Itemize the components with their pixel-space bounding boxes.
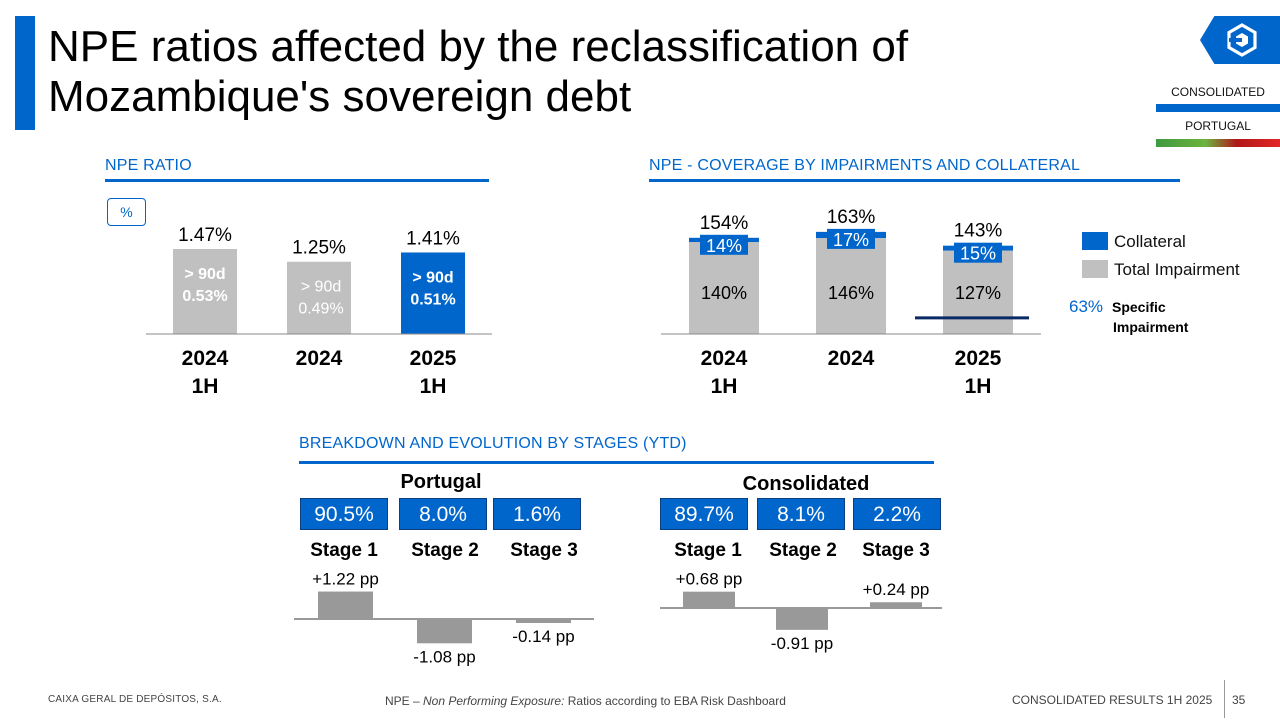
section-rule-npe-coverage — [649, 179, 1180, 182]
coverage-impairment-label-1: 140% — [701, 283, 747, 303]
stage-share-consolidated-1: 89.7% — [660, 498, 748, 530]
stages-portugal-value-label-2: -1.08 pp — [413, 647, 475, 666]
cgd-logo-icon — [1200, 16, 1280, 64]
coverage-impairment-bar-3 — [943, 250, 1013, 334]
npe-ratio-inner-label-2: > 90d — [301, 279, 341, 296]
coverage-collateral-label-bg-2 — [827, 228, 875, 249]
npe-ratio-inner-value-1: 0.53% — [182, 288, 227, 305]
coverage-collateral-label-2: 17% — [833, 230, 869, 250]
stages-portugal-value-label-1: +1.22 pp — [312, 570, 379, 589]
npe-ratio-inner-label-3: > 90d — [412, 269, 453, 286]
stages-consolidated-value-label-2: -0.91 pp — [771, 634, 833, 653]
stage-share-portugal-3: 1.6% — [493, 498, 581, 530]
npe-coverage-chart: 14% 140% 154% 2024 1H 17% 146% 163% 2024 15% 127% 1… — [661, 207, 1041, 398]
legend-swatch-collateral — [1082, 232, 1108, 250]
stages-portugal-bar-1 — [318, 591, 373, 619]
footer-divider — [1224, 680, 1225, 718]
stage-share-consolidated-3: 2.2% — [853, 498, 941, 530]
npe-ratio-value-label-2: 1.25% — [292, 238, 346, 259]
stage-label-portugal-2: Stage 2 — [411, 540, 479, 561]
npe-ratio-inner-label-1: > 90d — [184, 266, 225, 283]
npe-ratio-bar-2 — [287, 261, 351, 334]
stage-label-consolidated-1: Stage 1 — [674, 540, 742, 561]
stages-consolidated-bar-2 — [776, 608, 828, 630]
title-accent-bar — [15, 16, 35, 130]
coverage-total-label-2: 163% — [827, 207, 876, 228]
npe-ratio-inner-value-3: 0.51% — [410, 291, 455, 308]
scope-portugal-bar — [1156, 139, 1280, 147]
coverage-impairment-label-3: 127% — [955, 283, 1001, 303]
npe-ratio-inner-value-2: 0.49% — [298, 301, 343, 318]
legend-label-collateral: Collateral — [1114, 232, 1186, 251]
stages-consolidated-title: Consolidated — [742, 473, 870, 495]
stages-portugal-bar-3 — [516, 619, 571, 623]
section-title-npe-ratio: NPE RATIO — [105, 157, 192, 174]
coverage-collateral-label-bg-1 — [700, 234, 748, 255]
stages-consolidated-bar-1 — [683, 591, 735, 608]
footer-note-suffix: Ratios according to EBA Risk Dashboard — [564, 694, 786, 708]
section-rule-stages — [299, 461, 934, 464]
coverage-category-3: 2025 1H — [955, 347, 1002, 398]
legend-swatch-total-impairment — [1082, 260, 1108, 278]
npe-ratio-bar-3 — [401, 252, 465, 334]
stage-share-portugal-1: 90.5% — [300, 498, 388, 530]
section-rule-npe-ratio — [105, 179, 489, 182]
coverage-impairment-bar-1 — [689, 242, 759, 334]
stages-consolidated-value-label-1: +0.68 pp — [676, 570, 743, 589]
stages-portugal-value-label-3: -0.14 pp — [512, 627, 574, 646]
coverage-impairment-bar-2 — [816, 238, 886, 334]
footer-company: CAIXA GERAL DE DEPÓSITOS, S.A. — [48, 694, 222, 705]
stage-label-portugal-3: Stage 3 — [510, 540, 578, 561]
coverage-total-label-1: 154% — [700, 213, 749, 234]
coverage-impairment-label-2: 146% — [828, 283, 874, 303]
npe-ratio-value-label-1: 1.47% — [178, 225, 232, 246]
stage-label-portugal-1: Stage 1 — [310, 540, 378, 561]
stages-consolidated-bar-3 — [870, 602, 922, 608]
scope-consolidated-label: CONSOLIDATED — [1171, 85, 1265, 99]
coverage-total-label-3: 143% — [954, 221, 1003, 242]
specific-impairment-label-1: Specific — [1112, 299, 1166, 315]
stage-label-consolidated-3: Stage 3 — [862, 540, 930, 561]
scope-portugal-label: PORTUGAL — [1185, 119, 1251, 133]
legend-label-total-impairment: Total Impairment — [1114, 260, 1240, 279]
specific-impairment-value: 63% — [1069, 297, 1104, 316]
stage-share-portugal-2: 8.0% — [399, 498, 487, 530]
npe-ratio-value-label-3: 1.41% — [406, 228, 460, 249]
coverage-collateral-label-1: 14% — [706, 236, 742, 256]
npe-ratio-category-2: 2024 — [296, 347, 343, 370]
page-title: NPE ratios affected by the reclassificat… — [48, 22, 909, 121]
stages-portugal-bar-2 — [417, 619, 472, 644]
stage-label-consolidated-2: Stage 2 — [769, 540, 837, 561]
coverage-category-1: 2024 1H — [701, 347, 748, 398]
npe-ratio-chart: 1.47% > 90d 0.53% 2024 1H 1.25% > 90d 0.49% 2024… — [146, 225, 492, 398]
npe-ratio-category-1: 2024 1H — [182, 347, 229, 398]
page-number: 35 — [1232, 693, 1246, 707]
npe-ratio-category-3: 2025 1H — [410, 347, 457, 398]
footer-results: CONSOLIDATED RESULTS 1H 2025 — [1012, 693, 1213, 707]
footer-note: NPE – Non Performing Exposure: Ratios ac… — [385, 694, 786, 708]
coverage-category-2: 2024 — [828, 347, 875, 370]
unit-badge: % — [107, 198, 146, 226]
section-title-npe-coverage: NPE - COVERAGE BY IMPAIRMENTS AND COLLAT… — [649, 157, 1081, 174]
stages-consolidated-value-label-3: +0.24 pp — [863, 580, 930, 599]
scope-consolidated-bar — [1156, 104, 1280, 112]
coverage-collateral-label-3: 15% — [960, 244, 996, 264]
section-title-stages: BREAKDOWN AND EVOLUTION BY STAGES (YTD) — [299, 435, 687, 452]
stages-portugal-title: Portugal — [400, 471, 482, 493]
specific-impairment-label-2: Impairment — [1113, 319, 1189, 335]
npe-ratio-bar-1 — [173, 249, 237, 334]
stages-portugal-chart: +1.22 pp -1.08 pp -0.14 pp — [294, 570, 594, 666]
coverage-collateral-label-bg-3 — [954, 242, 1002, 263]
footer-note-prefix: NPE – — [385, 694, 424, 708]
stage-share-consolidated-2: 8.1% — [757, 498, 845, 530]
stages-consolidated-chart: +0.68 pp -0.91 pp +0.24 pp — [660, 570, 942, 653]
footer-note-italic: Non Performing Exposure: — [423, 694, 565, 708]
